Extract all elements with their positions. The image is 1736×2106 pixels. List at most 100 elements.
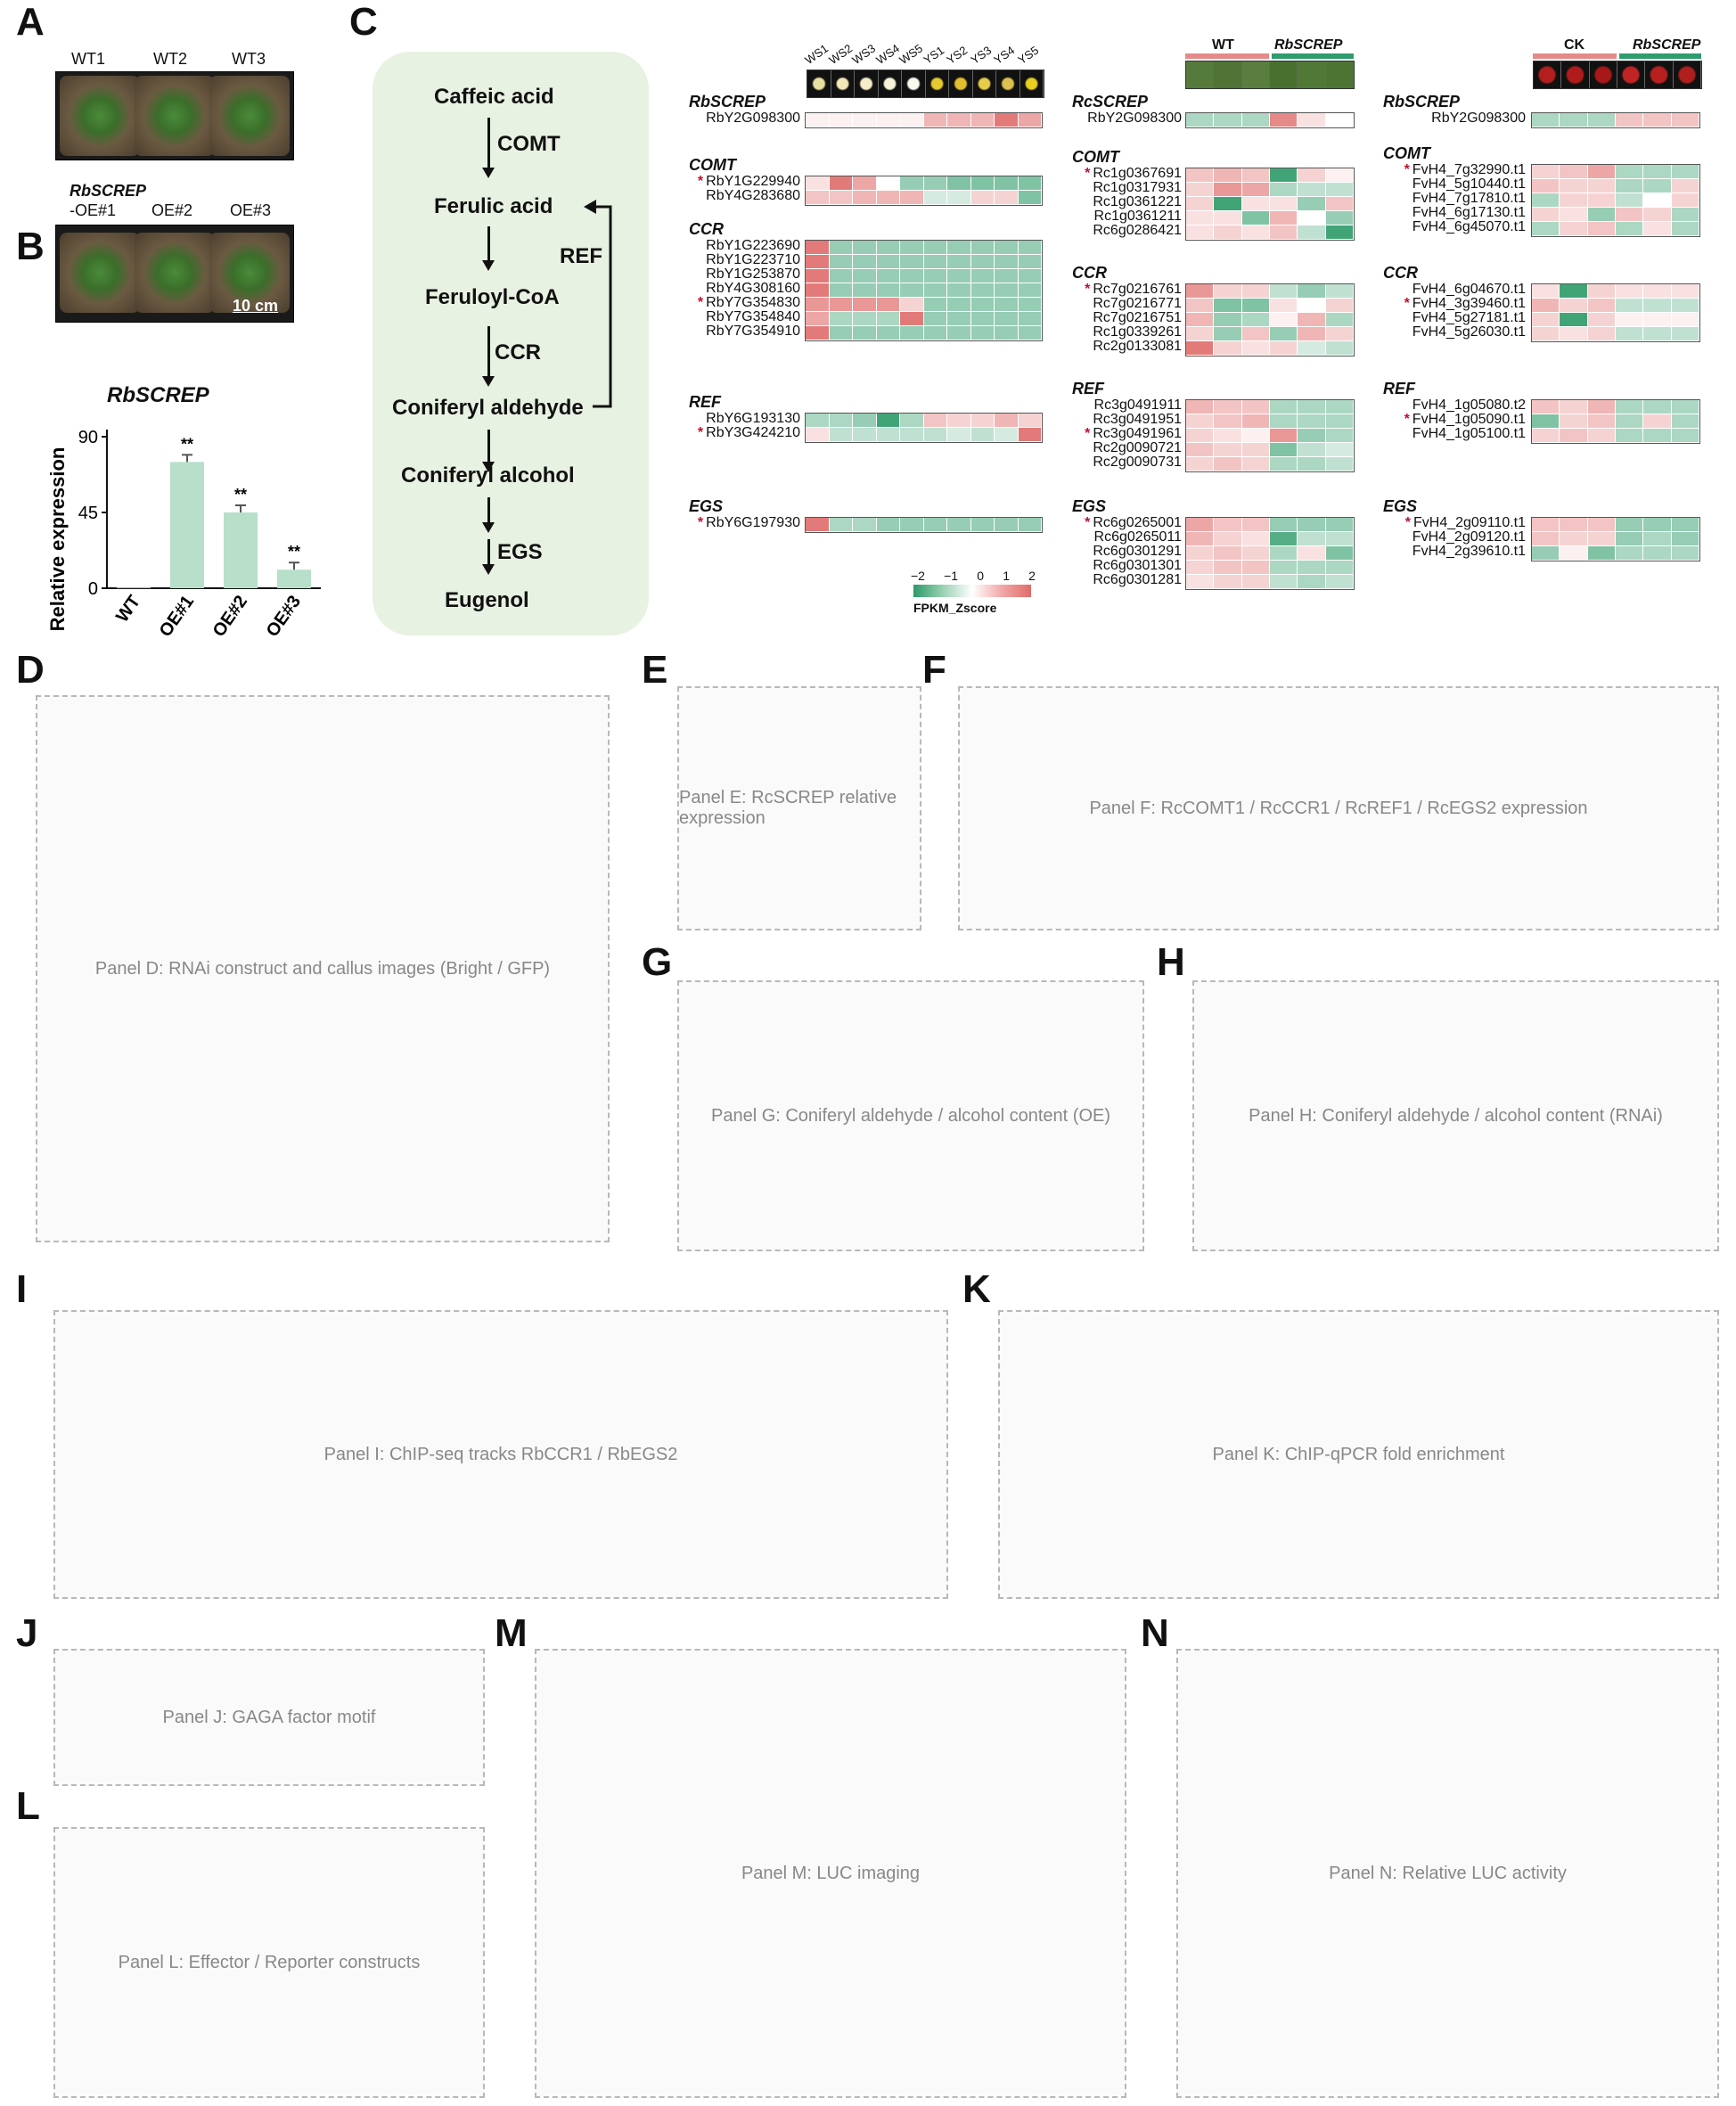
heatmap-cell (995, 255, 1019, 269)
heatmap-cell (1186, 414, 1215, 429)
heatmap-cell (1270, 443, 1298, 457)
a-label-oe1: -OE#1 (70, 201, 117, 219)
heatmap-cell (1186, 313, 1215, 327)
heatmap-cell (970, 326, 995, 340)
panel-letter-f: F (922, 648, 946, 692)
heatmap-cell (1532, 400, 1560, 414)
heatmap-cell (1270, 183, 1298, 197)
panel-i-placeholder: Panel I: ChIP-seq tracks RbCCR1 / RbEGS2 (53, 1310, 948, 1599)
heatmap-cell (1560, 165, 1588, 179)
heatmap-cell (1214, 299, 1242, 313)
heatmap-gene-label: * FvH4_3g39460.t1 (1372, 296, 1526, 312)
heatmap-cell (900, 113, 924, 127)
heatmap-cell (1241, 299, 1270, 313)
heatmap-gene-label: FvH4_6g45070.t1 (1372, 219, 1526, 235)
plant-pot (209, 233, 290, 313)
gene-id: Rc7g0216761 (1093, 282, 1182, 297)
heatmap-gene-label: RbY1G223690 (667, 238, 800, 254)
heatmap-cell (1643, 284, 1672, 299)
heatmap-cell (923, 414, 947, 428)
heatmap-cell (829, 283, 853, 298)
heatmap-gene-label: Rc1g0361211 (1050, 209, 1182, 225)
heatmap-cell (1671, 518, 1699, 532)
heatmap-cell (1018, 176, 1042, 191)
heatmap-cell (806, 326, 830, 340)
heatmap-cell (1587, 113, 1616, 127)
heatmap-cell (1186, 443, 1215, 457)
panel-h-placeholder: Panel H: Coniferyl aldehyde / alcohol co… (1192, 980, 1719, 1251)
heatmap-cell (853, 191, 877, 205)
gene-id: FvH4_6g45070.t1 (1412, 219, 1526, 234)
heatmap-cell (1270, 575, 1298, 589)
gene-id: RbY7G354840 (706, 309, 800, 324)
heatmap-cell (1298, 414, 1326, 429)
legend-tick: 1 (1003, 569, 1010, 583)
heatmap-cell (1241, 414, 1270, 429)
heatmap-cell (1671, 284, 1699, 299)
heatmap-cell (1532, 429, 1560, 443)
heatmap-cell (1186, 575, 1215, 589)
panel-letter-g: G (642, 940, 673, 984)
gene-id: FvH4_7g32990.t1 (1412, 162, 1526, 177)
heatmap-cell (923, 176, 947, 191)
heatmap-cell (1214, 113, 1242, 127)
heatmap-cell (923, 269, 947, 283)
gene-id: Rc6g0265001 (1093, 515, 1182, 530)
a-wt-photo (55, 71, 294, 160)
significance-star: * (697, 174, 704, 189)
heatmap-grid (1531, 517, 1700, 561)
heatmap-cell (1325, 284, 1354, 299)
heatmap-cell (876, 269, 900, 283)
heatmap-grid (1531, 164, 1700, 237)
gene-id: Rc1g0339261 (1093, 324, 1182, 340)
heatmap-cell (1214, 457, 1242, 471)
heatmap-cell (1671, 546, 1699, 561)
heatmap-cell (1186, 327, 1215, 341)
heatmap-gene-label: * FvH4_2g09110.t1 (1372, 515, 1526, 531)
heatmap-cell (1325, 414, 1354, 429)
heatmap-cell (1241, 532, 1270, 546)
c-legend-gradient (913, 585, 1031, 597)
heatmap-cell (947, 176, 971, 191)
panel-letter-i: I (16, 1267, 28, 1311)
panel-letter-a: A (16, 0, 45, 44)
heatmap-cell (1532, 313, 1560, 327)
heatmap-cell (1587, 518, 1616, 532)
heatmap-cell (1560, 299, 1588, 313)
b-category-label: OE#1 (156, 592, 198, 637)
heatmap-cell (900, 298, 924, 312)
gene-id: Rc2g0133081 (1093, 339, 1182, 354)
gene-id: RbY7G354910 (706, 324, 800, 339)
heatmap-cell (1616, 400, 1644, 414)
plant-pot (209, 76, 290, 156)
heatmap-gene-label: * Rc6g0265001 (1050, 515, 1182, 531)
c-legend-label: FPKM_Zscore (913, 601, 997, 615)
panel-j-placeholder: Panel J: GAGA factor motif (53, 1649, 485, 1786)
significance-star: * (1085, 426, 1091, 441)
c2-header-bar-oe (1272, 53, 1354, 59)
panel-letter-l: L (16, 1784, 40, 1828)
c-legend-ticks: −2 −1 0 1 2 (911, 569, 1036, 583)
heatmap-cell (1616, 414, 1644, 429)
heatmap-cell (1532, 165, 1560, 179)
gene-id: Rc2g0090731 (1093, 455, 1182, 470)
heatmap-cell (1560, 400, 1588, 414)
heatmap-cell (1241, 211, 1270, 225)
c-pathway-box (373, 52, 649, 635)
c-heatmap-col1: RbSCREP RbY2G098300 COMT * RbY1G229940 RbY4G2… (667, 0, 1050, 642)
heatmap-cell (1186, 183, 1215, 197)
c-arrow-down (482, 539, 495, 575)
heatmap-cell (806, 176, 830, 191)
heatmap-cell (876, 113, 900, 127)
heatmap-cell (1560, 179, 1588, 193)
heatmap-cell (1643, 113, 1672, 127)
b-category-label: WT (112, 592, 144, 626)
gene-id: Rc6g0301291 (1093, 544, 1182, 559)
heatmap-cell (970, 298, 995, 312)
heatmap-cell (900, 414, 924, 428)
gene-id: Rc1g0367691 (1093, 166, 1182, 181)
c-compound-coniferyl-aldehyde: Coniferyl aldehyde (392, 396, 584, 420)
heatmap-cell (1270, 518, 1298, 532)
heatmap-gene-label: RbY7G354910 (667, 324, 800, 340)
heatmap-cell (1616, 429, 1644, 443)
